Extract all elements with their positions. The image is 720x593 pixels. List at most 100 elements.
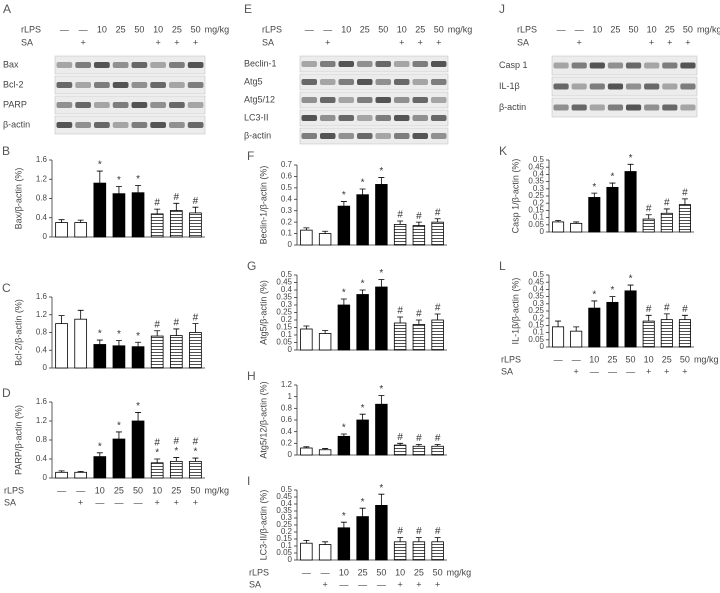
blot-band — [571, 62, 587, 69]
bar — [131, 420, 145, 479]
treatment-value: — — [554, 354, 563, 364]
blot-band — [356, 61, 373, 67]
blot-strip — [551, 55, 698, 76]
y-tick-label: 0.45 — [528, 277, 544, 286]
blot-band — [187, 62, 204, 68]
y-tick-label: 0.45 — [528, 162, 544, 171]
treatment-value: 50 — [626, 354, 636, 364]
blot-band — [356, 115, 373, 121]
y-tick-label: 0.6 — [281, 172, 293, 181]
y-tick-label: 0.1 — [281, 229, 293, 238]
error-bar — [340, 521, 347, 528]
bar — [55, 222, 68, 238]
significance-mark: * — [379, 166, 383, 177]
significance-mark: # — [664, 198, 670, 209]
treatment-value: 10 — [153, 24, 163, 34]
y-tick-label: 0 — [43, 232, 48, 241]
error-bar — [681, 198, 688, 205]
blot-band — [680, 62, 696, 69]
bar — [393, 224, 407, 246]
y-tick-label: 0.45 — [276, 278, 292, 287]
significance-mark: * — [629, 274, 633, 285]
error-bar — [397, 316, 404, 323]
significance-mark: # — [397, 432, 403, 443]
treatment-unit: mg/kg — [697, 24, 720, 34]
y-tick-label: 0.1 — [533, 328, 545, 337]
bar — [606, 301, 619, 348]
significance-mark: # — [416, 526, 422, 537]
significance-mark: # — [682, 188, 688, 199]
treatment-value: + — [646, 366, 651, 376]
y-tick-label: 0.15 — [528, 206, 544, 215]
bar — [431, 221, 444, 246]
bar — [393, 444, 407, 456]
bar — [570, 330, 583, 348]
treatment-value: + — [649, 37, 654, 47]
blot-band — [375, 115, 392, 121]
significance-mark: * — [361, 403, 365, 414]
error-bar — [359, 188, 366, 195]
blot-band — [187, 122, 204, 128]
treatment-value: — — [557, 24, 566, 34]
blot-band — [412, 79, 429, 85]
treatment-value: 10 — [592, 24, 602, 34]
significance-mark: * — [629, 153, 633, 164]
bar — [624, 290, 637, 348]
blot-band — [319, 115, 336, 121]
significance-mark: * — [342, 511, 346, 522]
treatment-value: 25 — [415, 24, 425, 34]
error-bar — [397, 537, 404, 542]
blot-band — [94, 82, 110, 88]
treatment-value: 25 — [172, 24, 182, 34]
error-bar — [397, 442, 404, 446]
treatment-value: 10 — [644, 354, 654, 364]
blot-band — [589, 83, 605, 90]
significance-mark: # — [193, 312, 199, 323]
y-tick-label: 0.25 — [276, 308, 292, 317]
blot-band — [319, 61, 336, 67]
treatment-unit: mg/kg — [447, 567, 472, 577]
blot-band — [301, 79, 318, 85]
bar — [318, 449, 332, 456]
y-axis-label: IL-1β/β-actin (%) — [510, 278, 520, 345]
bar — [431, 319, 444, 351]
bar — [337, 435, 351, 456]
y-tick-label: 0 — [288, 555, 293, 564]
treatment-value: 10 — [339, 567, 349, 577]
y-tick-label: 0.15 — [528, 321, 544, 330]
y-axis-label: Bcl-2/β-actin (%) — [13, 299, 23, 366]
blot-band — [319, 133, 336, 139]
significance-mark: * — [136, 401, 140, 412]
blot-band — [301, 61, 318, 67]
blot-row-label: β-actin — [499, 102, 526, 112]
error-bar — [645, 314, 652, 322]
treatment-value: 50 — [680, 354, 690, 364]
y-tick-label: 0.3 — [533, 184, 545, 193]
treatment-value: 10 — [397, 24, 407, 34]
error-bar — [58, 470, 65, 473]
significance-mark: # — [435, 207, 441, 218]
significance-mark: # — [682, 304, 688, 315]
treatment-value: — — [572, 354, 581, 364]
y-tick-label: 0.1 — [281, 330, 293, 339]
blot-strip — [299, 109, 449, 127]
y-tick-label: 0.05 — [528, 335, 544, 344]
treatment-value: + — [193, 37, 198, 47]
error-bar — [627, 163, 634, 172]
treatment-value: 50 — [433, 567, 443, 577]
treatment-value: 10 — [97, 24, 107, 34]
bar — [300, 328, 313, 351]
error-bar — [303, 325, 310, 329]
blot-band — [412, 115, 429, 121]
blot-band — [375, 79, 392, 85]
blot-band — [131, 102, 148, 108]
error-bar — [115, 186, 122, 194]
bar — [412, 541, 426, 561]
significance-mark: * — [117, 329, 121, 340]
treatment-value: 25 — [662, 354, 672, 364]
bar — [112, 438, 126, 479]
treatment-label: rLPS — [262, 24, 282, 34]
panel-letter: J — [499, 2, 505, 16]
error-bar — [555, 320, 562, 327]
